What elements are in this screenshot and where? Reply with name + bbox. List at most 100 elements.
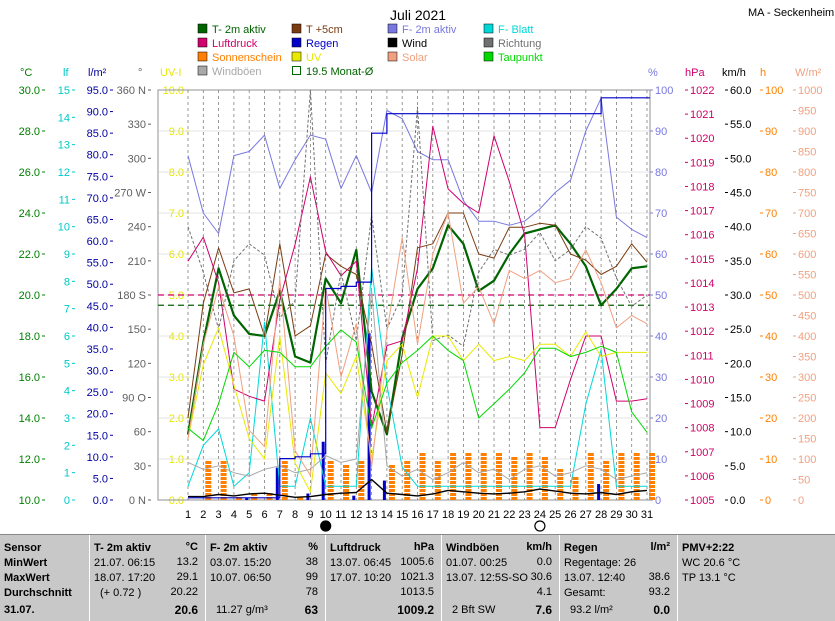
sunshine-bar-segment	[404, 481, 411, 484]
sunshine-bar-segment	[465, 473, 472, 476]
sunshine-bar-segment	[526, 453, 533, 456]
sunshine-bar-segment	[618, 493, 625, 496]
sunshine-bar-segment	[281, 469, 288, 472]
sunshine-bar-segment	[281, 489, 288, 492]
axis-tick-label: 0	[798, 495, 804, 507]
axis-unit: W/m²	[795, 67, 822, 79]
x-tick-label: 15	[396, 509, 408, 521]
legend-item: Regen	[291, 37, 338, 50]
legend-swatch	[197, 65, 208, 76]
axis-tick-label: 100	[798, 454, 816, 466]
sunshine-bar-segment	[633, 457, 640, 460]
axis-tick-label: 120	[128, 358, 146, 370]
axis-tick-label: 60	[655, 249, 667, 261]
axis-tick-label: 1015	[690, 254, 714, 266]
axis-tick-label: 900	[798, 126, 816, 138]
x-tick-label: 6	[261, 509, 267, 521]
sunshine-bar-segment	[450, 497, 457, 500]
legend-swatch	[483, 23, 494, 34]
rain-max-time: 13.07. 12:40	[564, 572, 626, 584]
press-max-time: 17.07. 10:20	[330, 572, 392, 584]
wind-today-value: 7.6	[535, 603, 552, 617]
sunshine-bar-segment	[603, 481, 610, 484]
axis-tick-label: 20.0	[19, 290, 40, 302]
sunshine-bar-segment	[404, 489, 411, 492]
axis-tick-label: 950	[798, 106, 816, 118]
axis-tick-label: 0	[765, 495, 771, 507]
wind-min-value: 0.0	[536, 556, 552, 568]
sunshine-bar-segment	[465, 453, 472, 456]
axis-tick-label: 1000	[798, 85, 822, 97]
axis-tick-label: 70	[765, 208, 777, 220]
sunshine-bar-segment	[220, 469, 227, 472]
sunshine-bar-segment	[327, 481, 334, 484]
axis-temp: °C 30.0 28.0 26.0 24.0 22.0 20.0 18.0 16.0 14.0 12…	[19, 67, 45, 507]
sunshine-bar-segment	[434, 497, 441, 500]
sunshine-bar-segment	[450, 461, 457, 464]
wind-max-time: 13.07. 12:5S-SO	[446, 572, 528, 584]
axis-tick-label: 11	[59, 194, 70, 206]
wind-today-extra: 2 Bft SW	[452, 604, 496, 616]
legend-swatch	[292, 66, 301, 75]
rain-bar	[245, 497, 249, 500]
sunshine-bar-segment	[511, 469, 518, 472]
rain-today-value: 0.0	[653, 603, 670, 617]
legend-swatch	[197, 51, 208, 62]
sunshine-bar-segment	[541, 465, 548, 468]
axis-tick-label: 3	[64, 413, 70, 425]
sunshine-bar-segment	[496, 461, 502, 464]
temp-unit: °C	[185, 541, 198, 553]
wind-min-time: 01.07. 00:25	[446, 557, 508, 569]
axis-tick-label: 8.0	[169, 167, 184, 179]
sunshine-bar-segment	[633, 477, 640, 480]
rain-unit: l/m²	[650, 541, 670, 553]
sunshine-bar-segment	[358, 497, 365, 500]
sunshine-bar-segment	[465, 481, 472, 484]
sunshine-bar-segment	[327, 461, 334, 464]
sunshine-bar-segment	[618, 481, 625, 484]
sunshine-bar-segment	[541, 469, 548, 472]
sunshine-bar-segment	[404, 485, 411, 488]
axis-tick-label: 1013	[690, 302, 714, 314]
sunshine-bar-segment	[358, 485, 365, 488]
sunshine-bar-segment	[388, 481, 395, 484]
legend-item: F- Blatt	[483, 23, 533, 36]
sunshine-bar-segment	[419, 477, 426, 480]
x-tick-label: 22	[503, 509, 515, 521]
sunshine-bar-segment	[343, 465, 349, 468]
legend-label: F- 2m aktiv	[402, 24, 457, 36]
axis-tick-label: 700	[798, 208, 816, 220]
sunshine-bar-segment	[205, 493, 212, 496]
axis-tick-label: 20.0	[730, 358, 751, 370]
sunshine-bar-segment	[572, 493, 579, 496]
axis-tick-label: 30.0	[730, 290, 751, 302]
axis-tick-label: 1	[64, 468, 70, 480]
full-moon-icon	[534, 520, 546, 532]
sunshine-bar-segment	[557, 477, 564, 480]
axis-unit: UV-I	[160, 67, 181, 79]
sunshine-bar-segment	[511, 457, 518, 460]
sunshine-bar-segment	[465, 461, 472, 464]
axis-tick-label: 55.0	[87, 258, 108, 270]
sunshine-bar-segment	[587, 477, 594, 480]
sunshine-bar-segment	[450, 473, 457, 476]
axis-wind: km/h 60.0 55.0 50.0 45.0 40.0 35.0 30.0 25.0 20.0…	[722, 67, 751, 507]
legend-label: T +5cm	[306, 24, 343, 36]
x-tick-label: 13	[365, 509, 377, 521]
sunshine-bar-segment	[480, 461, 487, 464]
sunshine-bar-segment	[419, 493, 426, 496]
sunshine-bar-segment	[649, 453, 655, 456]
axis-tick-label: 1005	[690, 495, 714, 507]
sunshine-bar-segment	[541, 489, 548, 492]
sunshine-bar-segment	[205, 497, 212, 500]
axis-tick-label: 0	[655, 495, 661, 507]
axis-tick-label: 15.0	[730, 393, 751, 405]
sunshine-bar-segment	[404, 469, 411, 472]
axis-tick-label: 12	[58, 167, 70, 179]
sunshine-bar-segment	[235, 497, 242, 500]
sunshine-bar-segment	[450, 477, 457, 480]
sunshine-bar-segment	[511, 497, 518, 500]
axis-unit: °	[138, 67, 142, 79]
legend-label: Wind	[402, 38, 427, 50]
sunshine-bar-segment	[220, 477, 227, 480]
